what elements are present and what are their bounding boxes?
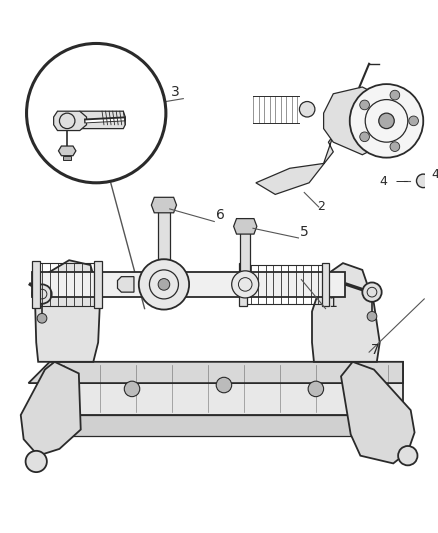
Text: 2: 2 [317, 200, 325, 213]
Text: 5: 5 [300, 225, 309, 239]
Circle shape [350, 84, 423, 158]
Circle shape [27, 44, 166, 183]
Circle shape [25, 451, 47, 472]
Circle shape [308, 381, 324, 397]
Circle shape [300, 101, 315, 117]
Circle shape [360, 132, 369, 142]
Circle shape [390, 142, 400, 151]
Polygon shape [21, 362, 81, 456]
Text: 7: 7 [371, 343, 380, 357]
Polygon shape [94, 261, 102, 308]
Polygon shape [28, 415, 403, 437]
Polygon shape [324, 87, 389, 155]
Polygon shape [28, 362, 403, 383]
Polygon shape [53, 111, 87, 131]
Circle shape [232, 271, 259, 298]
Circle shape [409, 116, 418, 126]
Polygon shape [32, 261, 40, 308]
Circle shape [367, 311, 377, 321]
Circle shape [124, 381, 140, 397]
Circle shape [32, 285, 52, 304]
Polygon shape [240, 230, 250, 271]
Polygon shape [158, 209, 170, 259]
Text: 4  —: 4 — [380, 175, 409, 188]
Circle shape [360, 100, 369, 110]
Polygon shape [233, 219, 257, 234]
Polygon shape [64, 156, 71, 159]
Polygon shape [50, 362, 403, 415]
Polygon shape [341, 362, 415, 463]
Polygon shape [80, 111, 125, 128]
Text: 6: 6 [216, 207, 225, 222]
Polygon shape [256, 135, 333, 195]
Text: 4: 4 [431, 168, 438, 181]
Polygon shape [32, 272, 345, 297]
Circle shape [139, 259, 189, 310]
Text: 1: 1 [328, 296, 337, 310]
Polygon shape [321, 263, 329, 306]
Circle shape [362, 282, 381, 302]
Circle shape [158, 279, 170, 290]
Circle shape [379, 113, 394, 128]
Polygon shape [152, 197, 177, 213]
Circle shape [37, 313, 47, 323]
Polygon shape [35, 260, 100, 362]
Circle shape [390, 90, 400, 100]
Circle shape [417, 174, 430, 188]
Polygon shape [312, 263, 380, 362]
Circle shape [216, 377, 232, 393]
Circle shape [398, 446, 417, 465]
Polygon shape [117, 277, 134, 292]
Polygon shape [240, 263, 247, 306]
Polygon shape [59, 146, 76, 156]
Text: 3: 3 [171, 85, 180, 99]
